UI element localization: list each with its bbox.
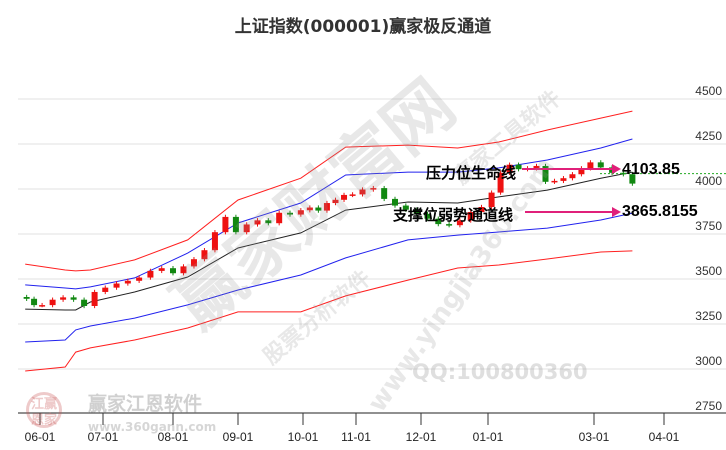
candle-down (315, 207, 322, 211)
candle-down (81, 299, 88, 306)
candle-up (341, 194, 348, 200)
candle-down (446, 224, 453, 226)
candle-up (533, 165, 540, 169)
candle-down (542, 165, 549, 182)
y-tick-label: 3500 (695, 264, 722, 278)
candle-down (31, 298, 38, 306)
channel-lines (25, 110, 633, 372)
x-tick-label: 10-01 (288, 430, 319, 444)
candle-down (515, 164, 522, 170)
candle-up (254, 220, 261, 225)
arrow-head-icon (612, 164, 621, 174)
candle-up (478, 207, 485, 213)
resistance-label: 压力位生命线 (426, 164, 517, 182)
x-tick-label: 06-01 (25, 430, 56, 444)
candle-up (136, 277, 143, 281)
candle-up (456, 220, 463, 226)
candle-down (392, 198, 398, 206)
x-tick-label: 03-01 (579, 430, 610, 444)
candle-up (243, 224, 250, 233)
candle-up (102, 287, 109, 292)
candle-up (60, 297, 67, 300)
grid-lines (18, 98, 726, 370)
candle-down (413, 209, 420, 214)
y-tick-label: 4000 (695, 174, 722, 188)
candle-up (497, 172, 504, 193)
candle-up (587, 162, 594, 169)
support-label: 支撑位弱势通道线 (393, 206, 514, 224)
candle-down (23, 297, 30, 299)
middle-line (25, 171, 633, 311)
candle-up (297, 210, 304, 215)
candle-down (597, 162, 604, 168)
candle-up (222, 216, 229, 233)
candle-down (381, 188, 388, 199)
candle-up (180, 266, 187, 274)
candle-up (467, 212, 474, 221)
candle-down (232, 216, 239, 233)
candle-up (349, 194, 356, 196)
x-tick-label: 04-01 (649, 430, 680, 444)
candle-up (578, 168, 585, 175)
candle-up (211, 232, 218, 251)
candle-up (306, 207, 313, 211)
candle-up (560, 178, 567, 181)
candle-up (323, 203, 330, 211)
y-tick-label: 4250 (695, 129, 722, 143)
chart-title: 上证指数(000001)赢家极反通道 (234, 17, 492, 37)
x-tick-label: 08-01 (158, 430, 189, 444)
candle-up (113, 283, 120, 288)
x-tick-label: 01-01 (473, 430, 504, 444)
outer-lower-line (25, 250, 633, 372)
candle-up (488, 192, 495, 207)
candle-up (91, 291, 98, 306)
candle-up (359, 189, 366, 195)
candle-up (332, 199, 339, 204)
y-tick-label: 3750 (695, 219, 722, 233)
candle-down (70, 297, 77, 300)
x-tick-label: 09-01 (223, 430, 254, 444)
x-tick-label: 12-01 (406, 430, 437, 444)
axes: 2750 3000 3250 3500 3750 4000 4250 4500 06-01 07-… (18, 84, 726, 444)
annotation-arrows (522, 164, 621, 217)
candle-down (435, 218, 442, 225)
y-tick-label: 3250 (695, 309, 722, 323)
candle-up (201, 250, 208, 260)
candle-down (287, 212, 293, 215)
arrow-head-icon (612, 207, 621, 217)
candle-up (276, 212, 283, 224)
candle-down (265, 220, 272, 224)
support-value: 3865.8155 (622, 203, 698, 220)
candle-up (370, 188, 377, 190)
candle-up (158, 268, 165, 271)
candle-down (170, 268, 176, 274)
candle-up (506, 164, 513, 173)
y-tick-label: 2750 (695, 399, 722, 413)
inner-upper-line (25, 138, 633, 290)
candle-up (551, 180, 558, 183)
x-tick-label: 07-01 (88, 430, 119, 444)
y-tick-label: 3000 (695, 354, 722, 368)
y-tick-label: 4500 (695, 84, 722, 98)
candle-up (147, 270, 154, 278)
inner-lower-line (25, 212, 633, 343)
x-tick-label: 11-01 (341, 430, 371, 444)
candle-up (124, 280, 131, 284)
candle-up (190, 259, 197, 267)
resistance-value: 4103.85 (622, 161, 680, 178)
outer-upper-line (25, 110, 633, 272)
candle-down (424, 213, 431, 219)
candle-down (629, 174, 636, 184)
candle-down (402, 205, 409, 210)
candle-up (49, 299, 56, 306)
candle-down (620, 172, 627, 175)
candle-up (569, 174, 576, 179)
candle-up (39, 305, 46, 307)
